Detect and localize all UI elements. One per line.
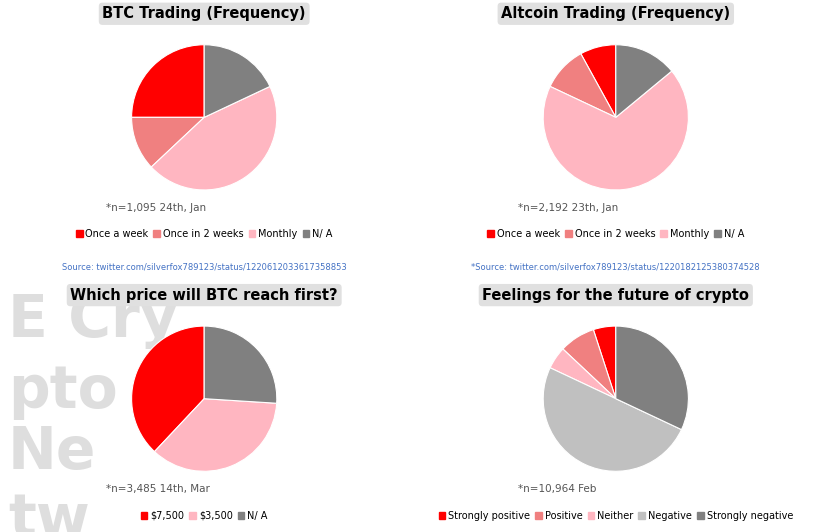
Text: *n=10,964 Feb: *n=10,964 Feb xyxy=(517,484,595,494)
Wedge shape xyxy=(131,326,204,452)
Text: pto: pto xyxy=(8,363,117,420)
Title: Altcoin Trading (Frequency): Altcoin Trading (Frequency) xyxy=(500,6,730,21)
Title: Feelings for the future of crypto: Feelings for the future of crypto xyxy=(482,288,749,303)
Legend: $7,500, $3,500, N/ A: $7,500, $3,500, N/ A xyxy=(137,507,271,525)
Wedge shape xyxy=(550,349,615,398)
Wedge shape xyxy=(151,86,277,190)
Title: BTC Trading (Frequency): BTC Trading (Frequency) xyxy=(102,6,305,21)
Text: *n=3,485 14th, Mar: *n=3,485 14th, Mar xyxy=(106,484,210,494)
Wedge shape xyxy=(593,326,615,398)
Wedge shape xyxy=(615,326,688,430)
Title: Which price will BTC reach first?: Which price will BTC reach first? xyxy=(70,288,337,303)
Legend: Once a week, Once in 2 weeks, Monthly, N/ A: Once a week, Once in 2 weeks, Monthly, N… xyxy=(72,226,336,243)
Wedge shape xyxy=(542,368,681,471)
Wedge shape xyxy=(580,45,615,118)
Text: *n=1,095 24th, Jan: *n=1,095 24th, Jan xyxy=(106,203,206,213)
Text: *Source: twitter.com/silverfox789123/status/1220182125380374528: *Source: twitter.com/silverfox789123/sta… xyxy=(471,263,759,271)
Wedge shape xyxy=(204,326,277,403)
Legend: Strongly positive, Positive, Neither, Negative, Strongly negative: Strongly positive, Positive, Neither, Ne… xyxy=(434,507,796,525)
Wedge shape xyxy=(615,45,671,118)
Text: Source: twitter.com/silverfox789123/status/1220612033617358853: Source: twitter.com/silverfox789123/stat… xyxy=(61,263,346,271)
Wedge shape xyxy=(131,118,204,167)
Wedge shape xyxy=(204,45,269,118)
Wedge shape xyxy=(562,330,615,398)
Text: E Cry: E Cry xyxy=(8,292,178,348)
Wedge shape xyxy=(131,45,204,118)
Text: *n=2,192 23th, Jan: *n=2,192 23th, Jan xyxy=(517,203,618,213)
Text: tw: tw xyxy=(8,491,89,532)
Text: Ne: Ne xyxy=(8,425,97,481)
Wedge shape xyxy=(550,54,615,118)
Legend: Once a week, Once in 2 weeks, Monthly, N/ A: Once a week, Once in 2 weeks, Monthly, N… xyxy=(483,226,747,243)
Wedge shape xyxy=(154,398,276,471)
Wedge shape xyxy=(542,71,688,190)
